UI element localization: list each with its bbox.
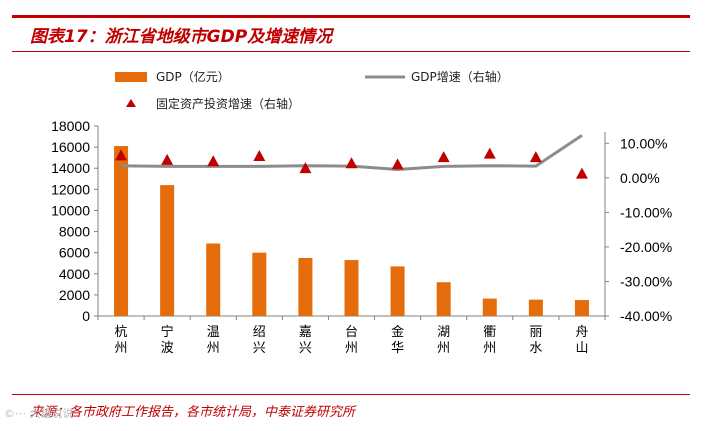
bar-gdp <box>390 266 405 316</box>
marker-fai-growth <box>391 158 404 170</box>
category-label: 水 <box>529 341 542 356</box>
category-label: 州 <box>115 341 128 356</box>
left-tick-label: 10000 <box>51 202 90 218</box>
left-tick-label: 4000 <box>59 266 90 282</box>
category-label: 绍 <box>253 325 266 340</box>
marker-fai-growth <box>437 151 450 163</box>
marker-fai-growth <box>115 149 128 161</box>
category-label: 湖 <box>437 325 450 340</box>
marker-fai-growth <box>345 157 358 169</box>
marker-fai-growth <box>483 147 496 159</box>
left-tick-label: 0 <box>82 308 90 324</box>
source-note: 来源：各市政府工作报告，各市统计局，中泰证券研究所 <box>30 405 356 420</box>
marker-fai-growth <box>299 162 312 174</box>
bar-gdp <box>482 298 497 316</box>
right-tick-label: -10.00% <box>620 204 672 220</box>
legend-label-gdp-growth: GDP增速（右轴） <box>411 69 509 84</box>
right-tick-label: -20.00% <box>620 239 672 255</box>
category-label: 宁 <box>161 324 174 340</box>
category-label: 山 <box>575 341 588 356</box>
category-label: 州 <box>437 341 450 356</box>
category-label: 衢 <box>483 325 496 340</box>
right-tick-label: 10.00% <box>620 135 667 151</box>
category-label: 金 <box>391 324 404 340</box>
bar-gdp <box>298 257 313 316</box>
right-tick-label: -40.00% <box>620 308 672 324</box>
bar-gdp <box>206 243 221 316</box>
bar-gdp <box>528 299 543 316</box>
left-tick-label: 12000 <box>51 181 90 197</box>
bar-gdp <box>344 260 359 316</box>
category-label: 州 <box>345 341 358 356</box>
chart-title: 图表17：浙江省地级市GDP及增速情况 <box>30 27 333 47</box>
left-tick-label: 2000 <box>59 287 90 303</box>
title-rule <box>12 51 690 52</box>
marker-fai-growth <box>207 155 220 167</box>
legend-label-gdp: GDP（亿元） <box>156 69 230 84</box>
bar-gdp <box>436 282 451 316</box>
marker-fai-growth <box>575 167 588 179</box>
category-label: 兴 <box>299 341 312 356</box>
left-tick-label: 16000 <box>51 139 90 155</box>
legend: GDP（亿元） GDP增速（右轴） 固定资产投资增速（右轴） <box>115 69 509 111</box>
bar-gdp <box>252 252 267 316</box>
left-tick-label: 14000 <box>51 160 90 176</box>
category-label: 州 <box>207 341 220 356</box>
category-label: 温 <box>207 325 220 340</box>
bar-gdp <box>114 146 129 316</box>
category-label: 台 <box>345 325 358 340</box>
marker-fai-growth <box>529 151 542 163</box>
top-rule <box>12 15 690 18</box>
bar-gdp <box>574 300 589 316</box>
legend-label-fai-growth: 固定资产投资增速（右轴） <box>156 96 300 111</box>
category-label: 波 <box>161 341 174 356</box>
category-label: 丽 <box>529 325 542 340</box>
category-label: 嘉 <box>299 325 312 340</box>
category-label: 华 <box>391 341 404 356</box>
bar-gdp <box>160 185 175 316</box>
category-label: 舟 <box>575 325 588 340</box>
right-tick-label: 0.00% <box>620 170 660 186</box>
left-tick-label: 6000 <box>59 245 90 261</box>
marker-fai-growth <box>253 150 266 162</box>
category-label: 州 <box>483 341 496 356</box>
left-tick-label: 8000 <box>59 224 90 240</box>
right-tick-label: -30.00% <box>620 273 672 289</box>
category-label: 兴 <box>253 341 266 356</box>
watermark: ©⋯ 大雄说说 <box>4 407 74 420</box>
marker-fai-growth <box>161 153 174 165</box>
category-label: 杭 <box>115 325 128 340</box>
left-tick-label: 18000 <box>51 118 90 134</box>
legend-swatch-gdp <box>115 72 147 82</box>
bottom-rule <box>12 394 690 395</box>
legend-swatch-fai-growth <box>126 99 136 107</box>
